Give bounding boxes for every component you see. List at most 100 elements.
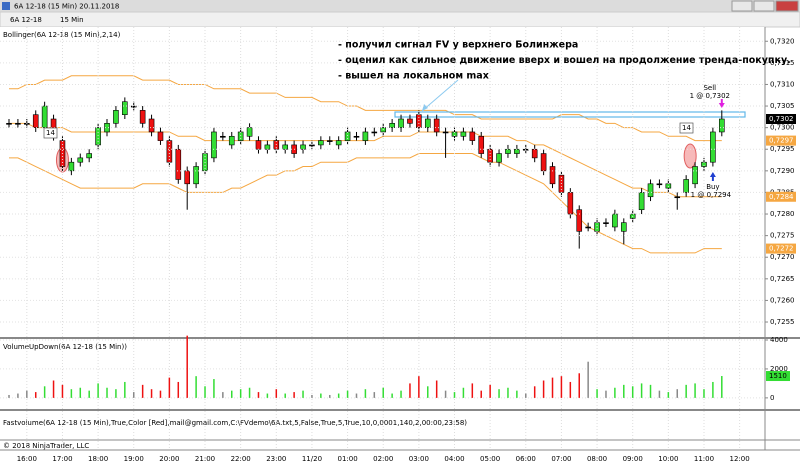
volume-bar <box>667 392 670 398</box>
annotation-arrow <box>421 79 459 112</box>
interval-selector[interactable]: 15 Min <box>60 16 84 24</box>
candle-body <box>683 179 689 193</box>
volume-bar <box>346 390 349 398</box>
candle-body <box>603 222 609 224</box>
instrument-selector[interactable]: 6A 12-18 <box>10 16 42 24</box>
volume-bar <box>79 387 82 398</box>
volume-bar <box>694 383 696 398</box>
volume-bar <box>471 383 474 398</box>
signal-oval <box>683 143 697 169</box>
volume-bar <box>578 373 580 398</box>
sell-arrow <box>718 99 725 108</box>
x-tick-label: 01:00 <box>337 455 357 463</box>
candle-body <box>514 148 520 154</box>
candle-body <box>620 222 627 232</box>
y-tick-label: 0,7305 <box>770 102 795 110</box>
candle-body <box>77 157 84 163</box>
x-tick-label: 07:00 <box>551 455 571 463</box>
volume-bar <box>106 387 108 398</box>
volume-bar <box>61 384 64 398</box>
toolbar <box>0 11 800 28</box>
volume-bar <box>88 390 90 398</box>
volume-bar <box>293 392 295 398</box>
volume-bar <box>204 386 206 398</box>
candle-body <box>157 131 164 141</box>
candle-body <box>130 105 137 108</box>
volume-panel-title: VolumeUpDown(6A 12-18 (15 Min)) <box>3 343 127 351</box>
volume-bar <box>329 394 331 398</box>
volume-bar <box>516 390 518 398</box>
candle-body <box>496 153 502 163</box>
annotation-text: - получил сигнал FV у верхнего Болинжера <box>338 40 578 51</box>
candle-body <box>549 166 556 185</box>
price-panel-title: Bollinger(6A 12-18 (15 Min),2,14) <box>3 31 121 39</box>
candle-body <box>407 118 413 124</box>
volume-bar <box>373 392 376 398</box>
candle-body <box>416 114 422 128</box>
bar-count-box <box>43 127 58 139</box>
volume-bar <box>266 393 269 398</box>
candle-body <box>594 222 600 232</box>
candle-body <box>282 144 289 150</box>
candle-body <box>451 131 458 137</box>
x-tick-label: 12:00 <box>730 455 750 463</box>
volume-bar <box>382 387 384 398</box>
candle-body <box>139 110 146 124</box>
candle-body <box>15 123 21 125</box>
volume-bar <box>337 393 340 398</box>
volume-bar <box>213 379 215 398</box>
minimize-button[interactable] <box>731 0 753 12</box>
volume-bar <box>569 381 572 398</box>
candle-body <box>220 135 226 138</box>
volume-bar <box>623 384 625 398</box>
volume-bar <box>311 394 313 398</box>
candle-body <box>612 213 618 228</box>
x-tick-label: 10:00 <box>658 455 678 463</box>
candle-body <box>184 170 190 185</box>
y-tick-label: 0,7280 <box>770 210 795 218</box>
x-tick-label: 18:00 <box>88 455 108 463</box>
volume-bar <box>605 390 607 398</box>
candle-body <box>710 131 716 163</box>
x-tick-label: 11/20 <box>302 455 322 463</box>
fastvolume-panel-title: Fastvolume(6A 12-18 (15 Min),True,Color … <box>3 419 467 427</box>
bar-count-box <box>679 122 694 134</box>
volume-bar <box>453 392 456 398</box>
level-rectangle <box>394 111 746 118</box>
volume-bar <box>141 384 144 398</box>
buy-label: Buy <box>706 183 719 191</box>
y-tick-label: 0,7315 <box>770 59 795 67</box>
volume-bar <box>239 389 242 398</box>
x-tick-label: 11:00 <box>694 455 714 463</box>
x-tick-label: 05:00 <box>480 455 500 463</box>
candle-body <box>193 166 199 185</box>
maximize-button[interactable] <box>753 0 775 12</box>
candle-body <box>335 140 342 146</box>
volume-bar <box>480 390 482 398</box>
volume-bar <box>26 390 28 398</box>
x-tick-label: 17:00 <box>52 455 72 463</box>
volume-bar <box>302 390 304 398</box>
last-value-label: 0,7284 <box>769 193 794 201</box>
last-value-label: 0,7297 <box>769 137 794 145</box>
candle-body <box>104 123 110 133</box>
volume-bar <box>43 386 46 398</box>
volume-bar <box>150 389 153 398</box>
volume-bar <box>649 384 652 398</box>
volume-bar <box>498 389 500 398</box>
x-tick-label: 21:00 <box>195 455 215 463</box>
last-value-label: 0,7272 <box>769 245 794 253</box>
volume-bar <box>257 392 260 398</box>
candle-body <box>237 131 244 141</box>
candle-body <box>353 135 360 138</box>
candle-body <box>68 161 75 172</box>
title-bar <box>0 0 800 12</box>
volume-bar <box>631 386 634 398</box>
candle-body <box>122 101 128 115</box>
y-tick-label: 0,7260 <box>770 296 795 304</box>
volume-bar <box>195 376 197 398</box>
annotation-text: - вышел на локальном max <box>338 71 489 82</box>
close-button[interactable] <box>775 0 799 12</box>
volume-bar <box>587 361 589 398</box>
